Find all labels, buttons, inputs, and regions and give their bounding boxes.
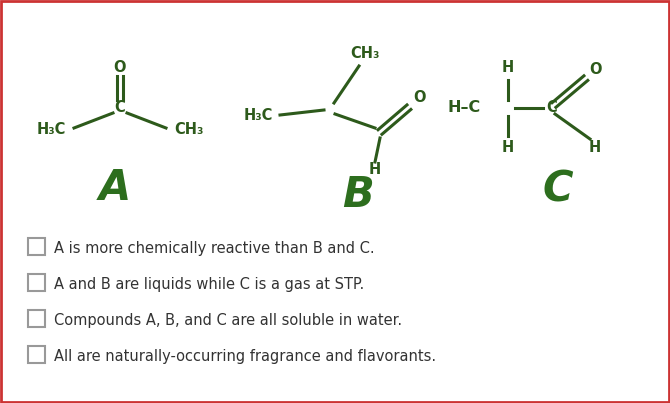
Text: H₃C: H₃C: [244, 108, 273, 123]
Text: Compounds A, B, and C are all soluble in water.: Compounds A, B, and C are all soluble in…: [54, 312, 402, 328]
Bar: [28, 238, 45, 255]
Text: C: C: [543, 169, 574, 211]
Text: H: H: [369, 162, 381, 177]
Text: H₃C: H₃C: [37, 123, 66, 137]
Bar: [28, 310, 45, 327]
Text: CH₃: CH₃: [174, 123, 204, 137]
Text: O: O: [413, 91, 425, 106]
Text: O: O: [589, 62, 601, 77]
Text: H: H: [589, 141, 601, 156]
Bar: [28, 274, 45, 291]
Bar: [28, 346, 45, 363]
Text: A and B are liquids while C is a gas at STP.: A and B are liquids while C is a gas at …: [54, 276, 364, 291]
Text: O: O: [114, 60, 126, 75]
Text: H–C: H–C: [448, 100, 480, 116]
Text: A: A: [99, 167, 131, 209]
Text: C: C: [547, 100, 557, 116]
Text: CH₃: CH₃: [350, 46, 380, 62]
Text: C: C: [115, 100, 125, 116]
Text: B: B: [342, 174, 374, 216]
Text: H: H: [502, 141, 514, 156]
Text: All are naturally-occurring fragrance and flavorants.: All are naturally-occurring fragrance an…: [54, 349, 436, 364]
Text: H: H: [502, 60, 514, 75]
Text: A is more chemically reactive than B and C.: A is more chemically reactive than B and…: [54, 241, 375, 256]
